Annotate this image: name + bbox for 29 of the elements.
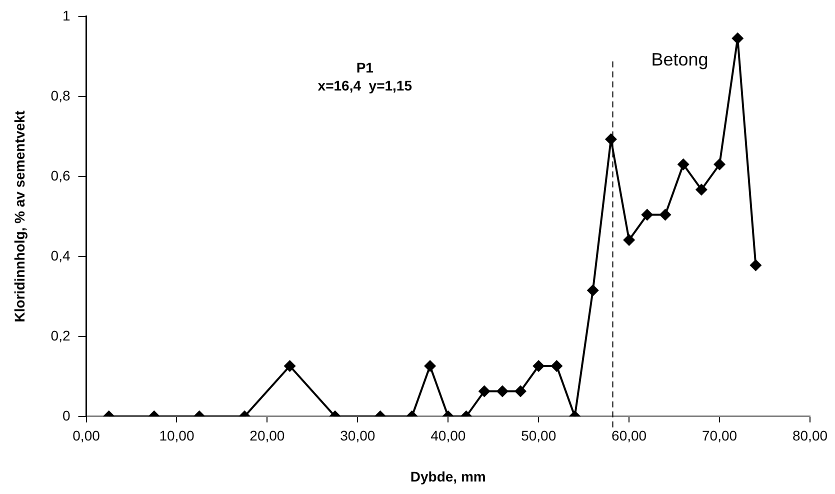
x-tick-label: 70,00 bbox=[702, 428, 738, 444]
annotation: Betong bbox=[651, 49, 708, 70]
point bbox=[586, 284, 599, 296]
point bbox=[695, 184, 708, 196]
y-tick-label: 0,8 bbox=[50, 87, 70, 104]
y-axis-title: Kloridinnholg, % av sementvekt bbox=[11, 110, 28, 322]
y-tick-label: 0,6 bbox=[50, 167, 70, 184]
annotation: P1 bbox=[356, 59, 374, 76]
annotation: x=16,4 y=1,15 bbox=[318, 77, 412, 94]
point bbox=[677, 158, 690, 170]
x-tick-label: 10,00 bbox=[159, 428, 194, 444]
point bbox=[604, 133, 617, 146]
x-tick-label: 0,00 bbox=[72, 428, 100, 444]
y-tick-label: 0,4 bbox=[50, 247, 70, 264]
x-axis-title: Dybde, mm bbox=[410, 468, 486, 484]
y-tick-label: 1 bbox=[62, 7, 70, 24]
x-tick-label: 30,00 bbox=[340, 428, 376, 444]
y-tick-label: 0 bbox=[62, 407, 70, 424]
point bbox=[623, 234, 636, 246]
x-tick-label: 80,00 bbox=[792, 428, 828, 444]
x-tick-label: 50,00 bbox=[521, 428, 556, 444]
point bbox=[659, 208, 672, 221]
point bbox=[641, 208, 654, 221]
y-tick-label: 0,2 bbox=[50, 327, 70, 344]
x-tick-label: 40,00 bbox=[430, 428, 466, 444]
x-tick-label: 20,00 bbox=[250, 428, 285, 444]
point bbox=[714, 158, 726, 170]
x-tick-label: 60,00 bbox=[612, 428, 647, 444]
point bbox=[750, 259, 762, 272]
